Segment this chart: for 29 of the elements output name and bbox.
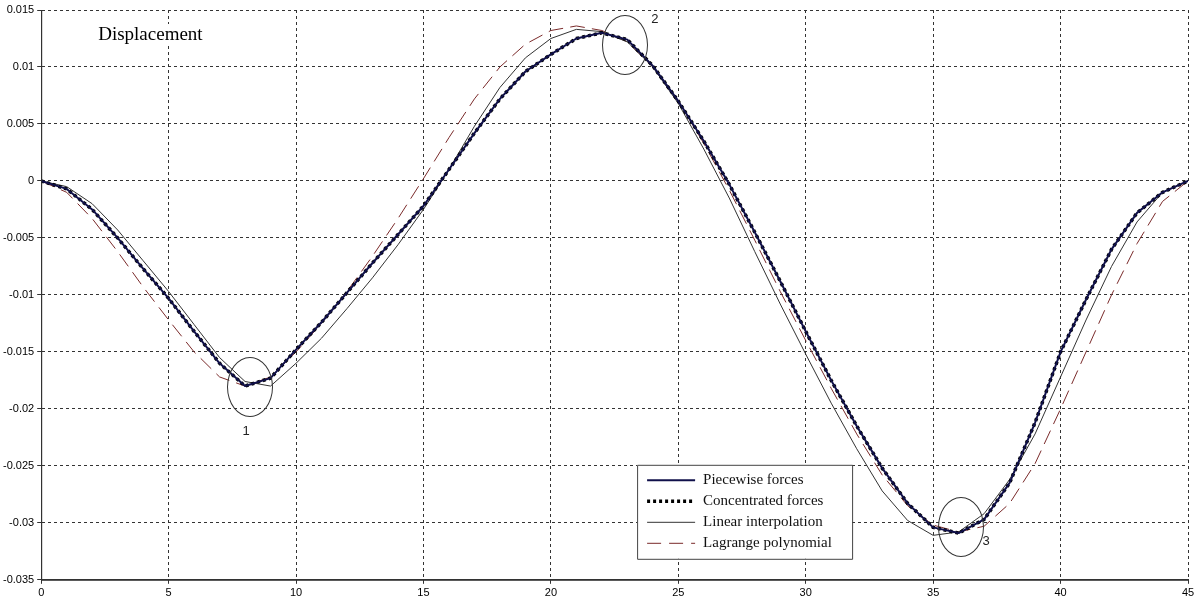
x-tick-label: 15 — [417, 586, 430, 599]
y-tick-label: 0.005 — [6, 116, 35, 129]
y-tick-label: -0.015 — [2, 344, 35, 357]
x-tick-label: 0 — [38, 586, 45, 599]
legend-label: Concentrated forces — [703, 492, 824, 509]
legend-label: Piecewise forces — [703, 471, 804, 488]
x-tick-label: 5 — [165, 586, 172, 599]
y-tick-label: -0.03 — [9, 515, 35, 528]
legend-label: Linear interpolation — [703, 513, 824, 530]
annotation: 1 — [242, 422, 250, 438]
x-tick-label: 25 — [672, 586, 685, 599]
y-tick-label: 0 — [28, 173, 35, 186]
x-tick-label: 35 — [927, 586, 940, 599]
y-tick-label: -0.02 — [9, 401, 35, 414]
x-tick-label: 20 — [544, 586, 558, 599]
legend-label: Lagrange polynomial — [703, 534, 832, 551]
annotation: 2 — [651, 10, 659, 26]
x-tick-label: 30 — [799, 586, 812, 599]
annotation: 3 — [982, 532, 990, 548]
y-tick-label: -0.035 — [2, 572, 35, 585]
y-tick-label: -0.005 — [2, 230, 35, 243]
y-tick-label: 0.015 — [6, 3, 35, 16]
y-tick-label: -0.025 — [2, 458, 35, 471]
y-tick-label: -0.01 — [9, 287, 35, 300]
y-tick-label: 0.01 — [12, 60, 35, 73]
x-tick-label: 45 — [1181, 586, 1195, 599]
x-tick-label: 40 — [1054, 586, 1067, 599]
x-tick-label: 10 — [289, 586, 303, 599]
text: Displacement — [98, 22, 204, 44]
